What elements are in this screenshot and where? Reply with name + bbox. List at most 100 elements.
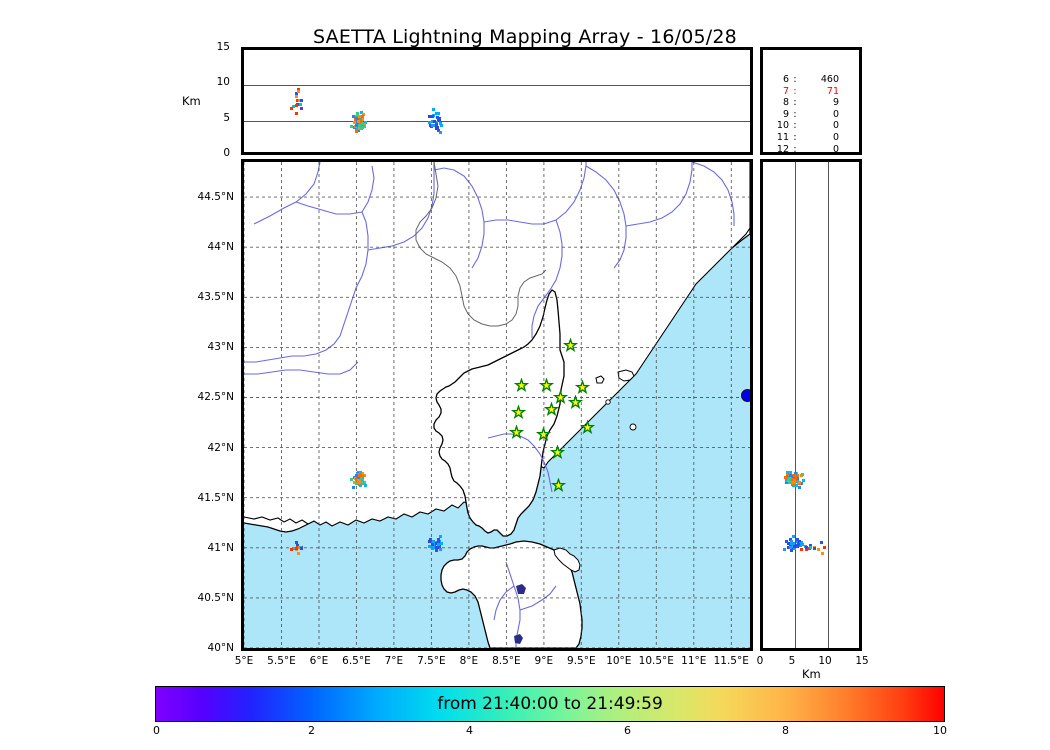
scatter-point xyxy=(295,547,299,551)
scatter-point xyxy=(801,543,805,547)
scatter-point xyxy=(359,477,363,481)
scatter-point xyxy=(430,119,434,123)
scatter-point xyxy=(800,481,804,485)
scatter-point xyxy=(360,482,364,486)
scatter-point xyxy=(434,121,438,125)
scatter-point xyxy=(357,474,361,478)
scatter-point xyxy=(800,541,804,545)
scatter-point xyxy=(793,474,797,478)
lon-tick-8: 9°E xyxy=(534,655,554,667)
station-count-row: 11:0 xyxy=(776,131,839,143)
station-star-marker xyxy=(536,426,552,442)
colorbar-tick-6: 6 xyxy=(624,724,631,737)
lon-tick-3: 6.5°E xyxy=(342,655,371,667)
lat-tick-7: 41°N xyxy=(207,541,234,554)
station-count-row: 8:9 xyxy=(782,97,839,109)
scatter-point xyxy=(784,539,788,543)
scatter-point xyxy=(797,482,801,486)
scatter-point xyxy=(359,110,363,114)
scatter-point xyxy=(355,473,359,477)
colorbar[interactable]: from 21:40:00 to 21:49:59 xyxy=(155,686,945,722)
lon-tick-7: 8.5°E xyxy=(492,655,521,667)
scatter-point xyxy=(801,479,805,483)
scatter-point xyxy=(791,480,795,484)
scatter-point xyxy=(354,129,358,133)
scatter-point xyxy=(427,121,431,125)
station-count-row: 9:0 xyxy=(782,108,839,120)
scatter-point xyxy=(297,551,301,555)
gridline-5km-vertical xyxy=(794,162,796,648)
scatter-point xyxy=(437,539,441,543)
scatter-point xyxy=(432,108,436,112)
scatter-point xyxy=(796,537,800,541)
coast-detail xyxy=(244,162,750,527)
administrative-borders xyxy=(415,162,547,327)
scatter-point xyxy=(351,115,355,119)
colorbar-tick-8: 8 xyxy=(782,724,789,737)
right-xtick-15: 15 xyxy=(855,655,869,667)
scatter-point xyxy=(298,545,302,549)
lat-tick-4: 42.5°N xyxy=(197,391,234,404)
lat-tick-1: 44°N xyxy=(207,241,234,254)
station-star-marker xyxy=(510,404,527,420)
colorbar-tick-0: 0 xyxy=(153,724,160,737)
station-markers-layer xyxy=(244,162,750,648)
scatter-point xyxy=(789,546,793,550)
scatter-point xyxy=(356,121,360,125)
lakes xyxy=(514,584,526,644)
scatter-point xyxy=(428,540,432,544)
colorbar-time-label: from 21:40:00 to 21:49:59 xyxy=(437,694,663,714)
colorbar-tick-4: 4 xyxy=(466,724,473,737)
lon-tick-11: 10.5°E xyxy=(638,655,674,667)
colorbar-tick-2: 2 xyxy=(308,724,315,737)
scatter-point xyxy=(788,471,792,475)
scatter-point xyxy=(793,478,797,482)
station-counts-panel: 6:460 7:71 8:9 9:0 10:0 11:0 12:0 xyxy=(760,47,862,155)
scatter-point xyxy=(289,107,293,111)
scatter-point xyxy=(823,545,827,549)
scatter-point xyxy=(362,113,366,117)
station-star-marker xyxy=(509,424,525,440)
scatter-point xyxy=(294,91,298,95)
scatter-point xyxy=(788,477,792,481)
scatter-point xyxy=(785,478,789,482)
scatter-point xyxy=(435,126,439,130)
map-vector-layer xyxy=(244,162,750,648)
right-panel-xlabel: Km xyxy=(802,667,821,681)
lat-tick-6: 41.5°N xyxy=(197,491,234,504)
lon-tick-5: 7.5°E xyxy=(417,655,446,667)
scatter-point xyxy=(297,90,301,94)
lon-tick-4: 7°E xyxy=(384,655,404,667)
scatter-point xyxy=(786,477,790,481)
scatter-point xyxy=(800,548,804,552)
lat-tick-5: 42°N xyxy=(207,441,234,454)
scatter-point xyxy=(361,118,365,122)
lon-tick-0: 5°E xyxy=(234,655,254,667)
scatter-point xyxy=(299,547,303,551)
scatter-point xyxy=(294,541,298,545)
scatter-point xyxy=(360,474,364,478)
scatter-point xyxy=(355,123,359,127)
scatter-point xyxy=(354,118,358,122)
scatter-point xyxy=(358,114,362,118)
scatter-point xyxy=(427,544,431,548)
scatter-point xyxy=(440,541,444,545)
scatter-point xyxy=(363,483,367,487)
lon-tick-2: 6°E xyxy=(309,655,329,667)
scatter-point xyxy=(428,115,432,119)
scatter-point xyxy=(795,540,799,544)
scatter-point xyxy=(353,121,356,125)
station-counts-table: 6:460 7:71 8:9 9:0 10:0 11:0 12:0 xyxy=(769,74,839,155)
scatter-point xyxy=(789,473,793,477)
scatter-point xyxy=(812,547,816,551)
scatter-point xyxy=(360,122,364,126)
latitude-altitude-panel xyxy=(760,159,862,651)
scatter-point xyxy=(356,127,360,131)
lat-tick-8: 40.5°N xyxy=(197,591,234,604)
right-xtick-0: 0 xyxy=(756,655,764,667)
scatter-point xyxy=(354,481,358,485)
scatter-point xyxy=(437,537,441,541)
capraia-island xyxy=(595,375,605,384)
scatter-point xyxy=(783,547,787,551)
